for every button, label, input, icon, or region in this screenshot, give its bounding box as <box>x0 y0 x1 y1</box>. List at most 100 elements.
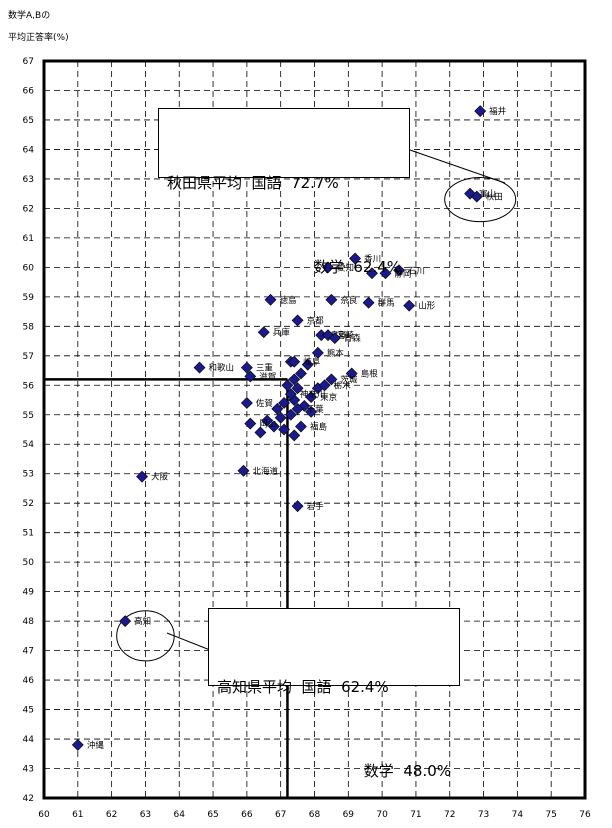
y-tick-label: 46 <box>23 676 35 686</box>
prefecture-marker <box>325 293 338 306</box>
prefecture-marker <box>328 332 341 345</box>
prefecture-marker <box>284 408 297 421</box>
prefecture-marker <box>379 267 392 280</box>
prefecture-marker <box>295 367 307 380</box>
prefecture-marker <box>295 420 307 433</box>
akita-leader-line <box>409 149 506 184</box>
prefecture-marker <box>325 373 338 386</box>
prefecture-marker <box>284 388 297 401</box>
prefecture-label: 奈良 <box>340 295 358 306</box>
prefecture-label: 愛知 <box>337 262 354 273</box>
prefecture-marker <box>362 296 375 309</box>
prefecture-marker <box>474 105 487 118</box>
prefecture-label: 静岡 <box>395 268 412 279</box>
kochi-callout-line1: 高知県平均 国語 62.4% <box>217 678 389 696</box>
prefecture-marker <box>254 426 267 439</box>
prefecture-marker <box>240 361 253 374</box>
x-tick-label: 68 <box>309 810 321 820</box>
y-tick-label: 67 <box>23 57 34 67</box>
prefecture-label: 秋田 <box>486 192 503 203</box>
akita-callout-line2: 数学 62.4% <box>313 258 401 276</box>
y-tick-label: 66 <box>23 86 35 96</box>
y-tick-label: 52 <box>23 499 34 509</box>
y-tick-label: 44 <box>23 735 35 745</box>
prefecture-marker <box>136 470 148 483</box>
prefecture-marker <box>288 355 301 368</box>
prefecture-marker <box>237 464 250 477</box>
y-tick-label: 57 <box>23 352 34 362</box>
prefecture-label: 茨城 <box>340 374 358 385</box>
x-tick-label: 70 <box>376 810 388 820</box>
y-tick-label: 42 <box>23 794 34 804</box>
prefecture-label: 岩手 <box>307 501 325 512</box>
y-axis-label-line2: 平均正答率(%) <box>8 33 69 43</box>
y-tick-label: 59 <box>23 293 35 303</box>
prefecture-marker <box>305 405 318 418</box>
prefecture-marker <box>288 429 301 442</box>
x-tick-label: 62 <box>106 810 117 820</box>
y-axis-label-line1: 数学A,Bの <box>8 11 51 21</box>
x-tick-label: 63 <box>140 810 151 820</box>
prefecture-marker <box>291 500 304 513</box>
y-tick-label: 45 <box>23 706 34 716</box>
prefecture-label: 北海道 <box>252 466 278 477</box>
y-tick-label: 43 <box>23 765 34 775</box>
y-tick-label: 51 <box>23 529 34 539</box>
x-tick-label: 66 <box>241 810 253 820</box>
prefecture-label: 大阪 <box>151 472 169 483</box>
x-tick-label: 67 <box>275 810 286 820</box>
prefecture-marker <box>470 190 483 203</box>
prefecture-marker <box>322 261 334 274</box>
prefecture-marker <box>291 382 304 395</box>
prefecture-label: 岡山 <box>259 419 276 430</box>
prefecture-marker <box>244 370 257 383</box>
prefecture-marker <box>278 397 290 409</box>
prefecture-label: 石川 <box>408 266 425 276</box>
prefecture-marker <box>193 361 206 374</box>
x-tick-label: 72 <box>444 810 455 820</box>
y-tick-label: 65 <box>23 116 34 126</box>
x-tick-label: 60 <box>38 810 50 820</box>
x-tick-label: 75 <box>545 810 556 820</box>
y-tick-label: 61 <box>23 234 34 244</box>
x-tick-label: 69 <box>343 810 355 820</box>
highlight-ellipse <box>444 176 517 223</box>
prefecture-label: 兵庫 <box>273 327 291 338</box>
prefecture-label: 神奈川 <box>300 389 326 400</box>
y-tick-label: 53 <box>23 470 34 480</box>
prefecture-label: 沖縄 <box>87 740 105 751</box>
prefecture-marker <box>305 391 318 403</box>
prefecture-marker <box>403 299 416 312</box>
y-tick-label: 56 <box>23 381 35 391</box>
prefecture-label: 福島 <box>310 422 328 433</box>
prefecture-label: 千葉 <box>307 404 325 415</box>
prefecture-marker <box>261 414 274 427</box>
prefecture-label: 島根 <box>361 368 379 379</box>
y-tick-label: 55 <box>23 411 34 421</box>
prefecture-label: 滋賀 <box>259 371 277 382</box>
prefecture-marker <box>311 346 324 359</box>
prefecture-marker <box>268 420 280 433</box>
prefecture-label: 富山 <box>479 189 496 200</box>
x-tick-label: 74 <box>512 810 524 820</box>
prefecture-marker <box>257 326 270 339</box>
prefecture-marker <box>278 423 290 436</box>
prefecture-marker <box>240 397 253 409</box>
prefecture-marker <box>349 252 361 265</box>
prefecture-label: 香川 <box>364 254 381 265</box>
prefecture-marker <box>281 379 294 392</box>
prefecture-marker <box>119 615 132 628</box>
prefecture-label: 栃木 <box>334 380 352 391</box>
y-tick-label: 47 <box>23 647 34 657</box>
x-tick-label: 73 <box>478 810 489 820</box>
prefecture-label: 山形 <box>418 301 436 312</box>
y-tick-label: 49 <box>23 588 35 598</box>
y-tick-label: 60 <box>23 263 35 273</box>
kochi-average-callout: 高知県平均 国語 62.4% 数学 48.0% <box>208 608 460 780</box>
prefecture-marker <box>318 379 331 392</box>
y-tick-label: 54 <box>23 440 35 450</box>
prefecture-marker <box>291 402 304 415</box>
y-tick-label: 62 <box>23 204 34 214</box>
akita-callout-line1: 秋田県平均 国語 72.7% <box>167 174 339 192</box>
prefecture-marker <box>345 367 358 380</box>
